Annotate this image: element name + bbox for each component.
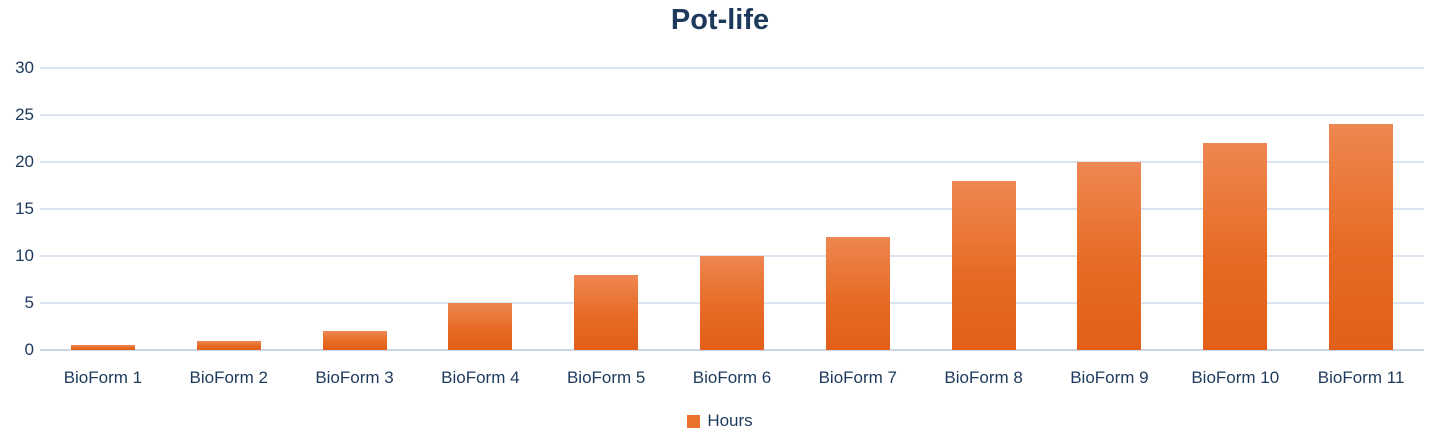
gridline-y-30 [40, 67, 1424, 69]
gridline-y-25 [40, 114, 1424, 116]
x-axis-tick-label: BioForm 6 [692, 368, 772, 387]
x-axis-tick-label: BioForm 2 [189, 368, 268, 387]
x-axis-tick-label: BioForm 7 [818, 368, 898, 387]
y-axis-tick-label: 15 [15, 199, 34, 218]
bar-bioform-10 [1203, 143, 1268, 350]
bar-bioform-11 [1329, 124, 1394, 350]
x-axis-tick-label: BioForm 9 [1070, 368, 1149, 387]
x-axis-tick-label: BioForm 11 [1317, 368, 1405, 387]
legend-label-hours: Hours [707, 411, 753, 430]
x-axis-tick-label: BioForm 8 [944, 368, 1023, 387]
bar-bioform-8 [951, 180, 1016, 350]
bar-bioform-6 [700, 256, 764, 350]
bar-bioform-2 [196, 340, 261, 350]
gridline-y-15 [40, 208, 1424, 210]
y-axis-tick-label: 25 [15, 105, 34, 124]
legend: Hours [0, 411, 1440, 431]
x-axis-tick-label: BioForm 4 [441, 368, 520, 387]
x-axis-tick-label: BioForm 3 [315, 368, 394, 387]
x-axis-tick-label: BioForm 5 [566, 368, 646, 387]
legend-swatch-hours-icon [687, 414, 701, 428]
y-axis-tick-label: 20 [15, 152, 34, 171]
bar-bioform-4 [448, 303, 513, 350]
bar-bioform-3 [322, 331, 387, 350]
bar-bioform-1 [70, 345, 135, 350]
x-axis-tick-label: BioForm 10 [1191, 368, 1280, 387]
bar-bioform-5 [574, 274, 639, 350]
gridline-y-0 [40, 349, 1424, 351]
y-axis-tick-label: 10 [15, 246, 34, 265]
bar-bioform-9 [1077, 162, 1142, 350]
bar-bioform-7 [825, 237, 890, 350]
y-axis-tick-label: 5 [24, 293, 34, 312]
gridline-y-20 [40, 161, 1424, 163]
x-axis-tick-label: BioForm 1 [63, 368, 143, 387]
y-axis-tick-label: 0 [24, 340, 34, 359]
y-axis-tick-label: 30 [15, 58, 34, 77]
chart-title: Pot-life [670, 4, 770, 36]
